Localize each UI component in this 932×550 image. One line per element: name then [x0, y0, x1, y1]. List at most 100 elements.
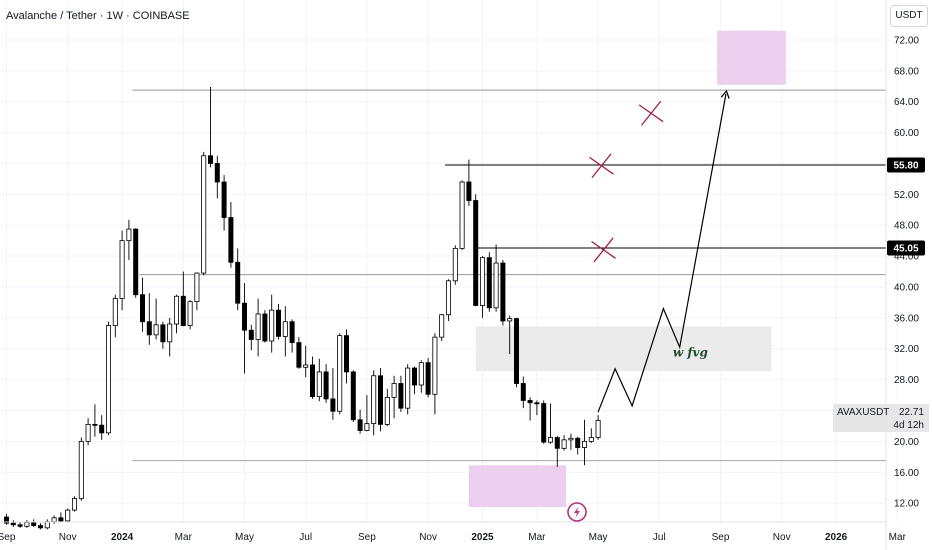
candle-body: [72, 498, 78, 511]
lightning-icon[interactable]: [567, 502, 587, 522]
candle-body: [58, 517, 64, 522]
y-tick-label: 60.00: [894, 128, 919, 139]
currency-button[interactable]: USDT: [890, 5, 928, 27]
candle-body: [452, 247, 458, 282]
candle-body: [139, 294, 145, 323]
candle-body: [384, 396, 390, 425]
candle-body: [44, 521, 50, 529]
candle-body: [51, 517, 57, 523]
x-tick-label: Jul: [653, 532, 666, 543]
candle-body: [221, 181, 227, 218]
candle-body: [548, 437, 554, 443]
candle-body: [405, 367, 411, 409]
candle-body: [418, 362, 424, 386]
x-mark: [589, 153, 614, 179]
candle-body: [466, 181, 472, 201]
candle-body: [534, 402, 540, 405]
candle-body: [85, 423, 91, 442]
candle-body: [350, 371, 356, 421]
candle-body: [187, 301, 193, 326]
candle-body: [133, 228, 139, 296]
candle-body: [160, 324, 166, 343]
candle-body: [303, 364, 309, 368]
chart-title: Avalanche / Tether · 1W · COINBASE: [6, 10, 190, 22]
candle-body: [575, 437, 581, 448]
y-tick-label: 40.00: [894, 282, 919, 293]
candle-body: [425, 362, 431, 395]
fvg-zone: [475, 326, 772, 372]
candle-body: [479, 257, 485, 306]
candle-body: [201, 155, 207, 274]
candle-body: [255, 313, 261, 340]
y-tick-label: 28.00: [894, 375, 919, 386]
candle-body: [275, 309, 281, 337]
candle-body: [432, 336, 438, 395]
candle-body: [507, 318, 513, 322]
candle-body: [541, 403, 547, 443]
x-tick-label: 2024: [111, 532, 134, 543]
x-tick-label: Nov: [59, 532, 77, 543]
y-tick-label: 36.00: [894, 313, 919, 324]
y-tick-label: 48.00: [894, 221, 919, 232]
badge-countdown: 4d 12h: [893, 420, 924, 431]
x-mark: [591, 237, 616, 263]
candle-body: [180, 295, 186, 326]
candle-body: [459, 181, 465, 249]
x-tick-label: Mar: [889, 532, 907, 543]
x-tick-label: Nov: [419, 532, 437, 543]
x-mark: [638, 100, 664, 126]
level-price-labels: 55.80 45.05: [887, 157, 925, 256]
candle-body: [371, 375, 377, 425]
zones: [468, 30, 786, 507]
candle-body: [282, 321, 288, 337]
candle-body: [364, 423, 370, 431]
candle-body: [568, 437, 574, 441]
x-tick-label: Nov: [773, 532, 791, 543]
y-tick-label: 32.00: [894, 344, 919, 355]
candle-body: [10, 522, 16, 526]
candle-body: [527, 400, 533, 404]
x-tick-label: Sep: [358, 532, 376, 543]
candle-body: [377, 375, 383, 425]
candle-body: [588, 437, 594, 442]
y-tick-label: 72.00: [894, 35, 919, 46]
level-label-45-05: 45.05: [893, 243, 918, 254]
y-tick-label: 20.00: [894, 437, 919, 448]
candle-body: [153, 324, 159, 336]
candle-body: [112, 298, 118, 326]
annotations: [589, 89, 730, 413]
candle-body: [248, 329, 254, 340]
candle-body: [262, 313, 268, 342]
candle-body: [343, 335, 349, 373]
fvg-label: w fvg: [673, 346, 708, 360]
candles: [4, 87, 601, 530]
candle-body: [316, 371, 322, 398]
candle-body: [309, 364, 315, 398]
candle-body: [445, 280, 451, 316]
candle-body: [493, 262, 499, 309]
badge-symbol: AVAXUSDT: [837, 407, 889, 418]
x-tick-label: Mar: [528, 532, 546, 543]
candle-body: [167, 323, 173, 343]
candle-body: [146, 321, 152, 336]
x-tick-label: 2025: [471, 532, 494, 543]
candle-body: [269, 309, 275, 342]
projection-path: [597, 89, 730, 413]
demand-zone: [717, 30, 786, 85]
candle-body: [411, 367, 417, 386]
candle-body: [99, 424, 105, 434]
price-badge: AVAXUSDT 22.71 4d 12h: [833, 404, 929, 432]
x-tick-label: Sep: [712, 532, 730, 543]
candle-body: [207, 155, 213, 164]
candle-body: [398, 383, 404, 409]
candle-body: [106, 325, 112, 434]
candle-body: [486, 257, 492, 309]
candle-body: [126, 228, 132, 242]
x-tick-label: Mar: [175, 532, 193, 543]
candle-body: [554, 437, 560, 449]
y-tick-label: 64.00: [894, 97, 919, 108]
candle-body: [561, 439, 567, 449]
candle-body: [241, 302, 247, 331]
x-tick-label: Jul: [299, 532, 312, 543]
